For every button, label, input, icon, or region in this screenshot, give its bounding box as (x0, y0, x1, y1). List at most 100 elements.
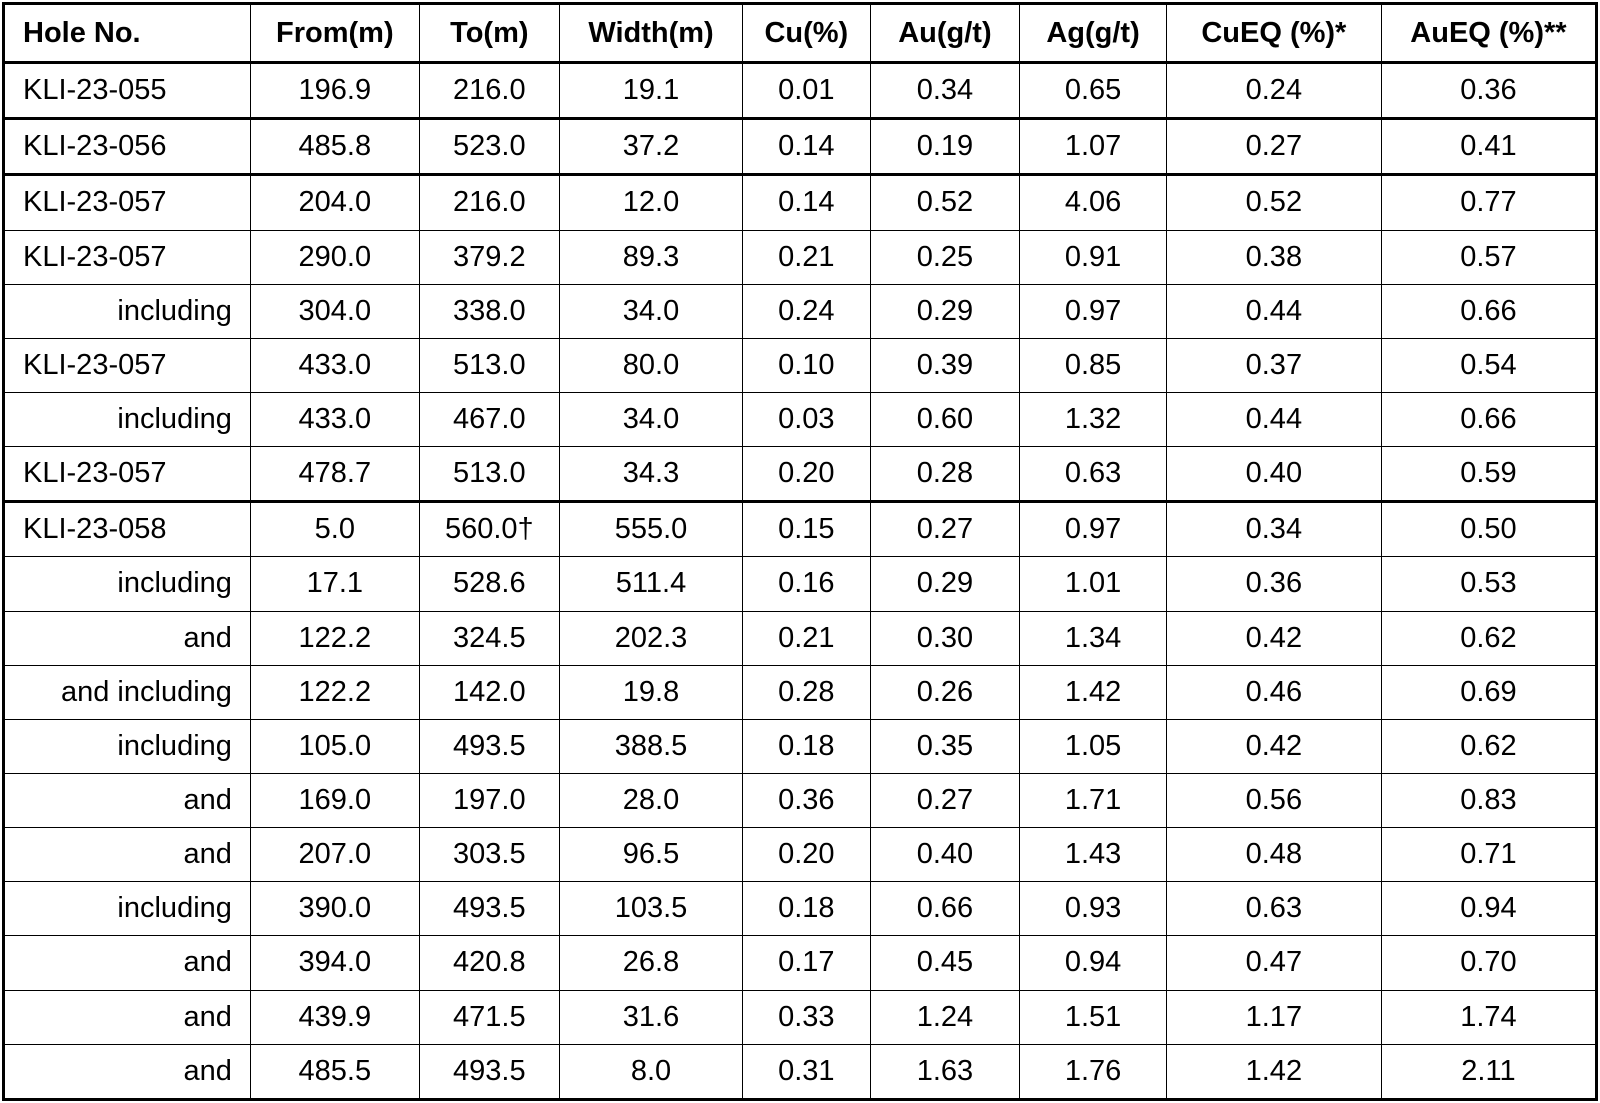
header-ag: Ag(g/t) (1019, 2, 1167, 64)
cell-to: 471.5 (418, 989, 560, 1045)
cell-to: 142.0 (418, 664, 560, 720)
cell-width: 34.0 (558, 391, 744, 448)
cell-cu: 0.31 (742, 1043, 871, 1102)
table-row: KLI-23-058 5.0 560.0† 555.0 0.15 0.27 0.97 0.34… (2, 500, 1599, 558)
cell-cu: 0.21 (742, 610, 871, 666)
cell-from: 485.8 (249, 117, 420, 176)
header-from: From(m) (249, 2, 420, 64)
table-row: and 169.0 197.0 28.0 0.36 0.27 1.71 0.56 0.83 (2, 772, 1599, 829)
cell-to: 493.5 (418, 718, 560, 774)
header-row: Hole No. From(m) To(m) Width(m) Cu(%) Au… (2, 2, 1599, 64)
cell-ag: 1.42 (1019, 664, 1167, 720)
cell-cueq: 1.17 (1165, 989, 1382, 1045)
header-to: To(m) (418, 2, 560, 64)
cell-au: 0.45 (869, 935, 1021, 991)
cell-width: 96.5 (558, 827, 744, 883)
cell-to: 523.0 (418, 117, 560, 176)
cell-cueq: 0.63 (1165, 881, 1382, 937)
cell-width: 388.5 (558, 718, 744, 774)
cell-cu: 0.28 (742, 664, 871, 720)
cell-cu: 0.14 (742, 117, 871, 176)
cell-ag: 1.01 (1019, 556, 1167, 612)
cell-hole-no: KLI-23-057 (2, 173, 251, 231)
cell-hole-no: and (2, 1043, 251, 1102)
cell-from: 5.0 (249, 500, 420, 558)
cell-width: 555.0 (558, 500, 744, 558)
cell-from: 394.0 (249, 935, 420, 991)
header-hole-no: Hole No. (2, 2, 251, 64)
header-cu: Cu(%) (742, 2, 871, 64)
cell-width: 19.8 (558, 664, 744, 720)
cell-ag: 0.63 (1019, 446, 1167, 503)
table-row: including 390.0 493.5 103.5 0.18 0.66 0.93 0.63… (2, 881, 1599, 937)
cell-aueq: 0.94 (1380, 881, 1599, 937)
cell-cueq: 0.52 (1165, 173, 1382, 231)
cell-from: 122.2 (249, 664, 420, 720)
cell-cueq: 0.44 (1165, 283, 1382, 339)
cell-cueq: 0.44 (1165, 391, 1382, 448)
table-row: including 105.0 493.5 388.5 0.18 0.35 1.05 0.42… (2, 718, 1599, 774)
cell-width: 26.8 (558, 935, 744, 991)
cell-ag: 0.93 (1019, 881, 1167, 937)
cell-width: 12.0 (558, 173, 744, 231)
cell-from: 204.0 (249, 173, 420, 231)
cell-width: 34.3 (558, 446, 744, 503)
cell-ag: 0.65 (1019, 61, 1167, 120)
cell-cu: 0.36 (742, 772, 871, 829)
table-row: and 394.0 420.8 26.8 0.17 0.45 0.94 0.47 0.70 (2, 935, 1599, 991)
cell-width: 80.0 (558, 337, 744, 393)
cell-cueq: 0.46 (1165, 664, 1382, 720)
cell-ag: 1.32 (1019, 391, 1167, 448)
cell-cueq: 0.27 (1165, 117, 1382, 176)
cell-au: 0.39 (869, 337, 1021, 393)
cell-au: 0.29 (869, 283, 1021, 339)
cell-au: 0.29 (869, 556, 1021, 612)
cell-au: 1.24 (869, 989, 1021, 1045)
cell-cu: 0.15 (742, 500, 871, 558)
cell-cu: 0.17 (742, 935, 871, 991)
cell-au: 0.28 (869, 446, 1021, 503)
cell-hole-no: KLI-23-056 (2, 117, 251, 176)
cell-to: 303.5 (418, 827, 560, 883)
cell-from: 390.0 (249, 881, 420, 937)
header-cueq: CuEQ (%)* (1165, 2, 1382, 64)
cell-to: 528.6 (418, 556, 560, 612)
header-width: Width(m) (558, 2, 744, 64)
cell-hole-no: and (2, 610, 251, 666)
cell-hole-no: including (2, 556, 251, 612)
cell-cueq: 0.42 (1165, 718, 1382, 774)
cell-aueq: 1.74 (1380, 989, 1599, 1045)
cell-au: 0.66 (869, 881, 1021, 937)
cell-au: 0.40 (869, 827, 1021, 883)
cell-cu: 0.18 (742, 718, 871, 774)
cell-hole-no: KLI-23-057 (2, 337, 251, 393)
cell-ag: 0.97 (1019, 500, 1167, 558)
cell-from: 485.5 (249, 1043, 420, 1102)
table-row: including 304.0 338.0 34.0 0.24 0.29 0.97 0.44 0… (2, 283, 1599, 339)
cell-from: 290.0 (249, 229, 420, 285)
cell-ag: 4.06 (1019, 173, 1167, 231)
cell-cu: 0.20 (742, 827, 871, 883)
cell-aueq: 0.66 (1380, 283, 1599, 339)
cell-cueq: 0.24 (1165, 61, 1382, 120)
cell-au: 0.34 (869, 61, 1021, 120)
cell-cu: 0.16 (742, 556, 871, 612)
cell-cu: 0.18 (742, 881, 871, 937)
cell-au: 0.52 (869, 173, 1021, 231)
cell-aueq: 0.83 (1380, 772, 1599, 829)
table-row: KLI-23-057 433.0 513.0 80.0 0.10 0.39 0.85 0.37… (2, 337, 1599, 393)
cell-from: 169.0 (249, 772, 420, 829)
cell-to: 513.0 (418, 337, 560, 393)
cell-ag: 1.76 (1019, 1043, 1167, 1102)
cell-to: 513.0 (418, 446, 560, 503)
cell-hole-no: including (2, 283, 251, 339)
cell-to: 338.0 (418, 283, 560, 339)
cell-from: 196.9 (249, 61, 420, 120)
cell-from: 439.9 (249, 989, 420, 1045)
cell-from: 207.0 (249, 827, 420, 883)
cell-ag: 0.97 (1019, 283, 1167, 339)
table-row: KLI-23-057 204.0 216.0 12.0 0.14 0.52 4.06 0.52… (2, 173, 1599, 231)
cell-width: 19.1 (558, 61, 744, 120)
